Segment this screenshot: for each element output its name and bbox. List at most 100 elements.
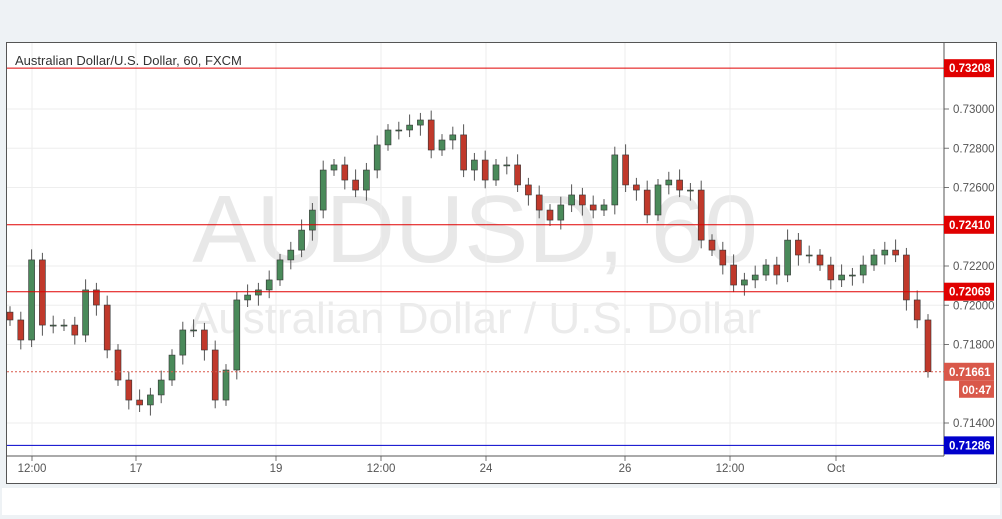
candle-body — [730, 264, 737, 286]
chart-title: Australian Dollar/U.S. Dollar, 60, FXCM — [15, 53, 242, 68]
candle-body — [265, 279, 273, 291]
current-price-label: 0.71661 — [949, 367, 991, 379]
candle-body — [633, 184, 640, 191]
candle-body — [514, 164, 521, 186]
candle-body — [190, 329, 197, 332]
price-tag — [944, 215, 994, 234]
price-tag — [944, 282, 994, 301]
candle-body — [589, 204, 597, 211]
candle-body — [492, 164, 500, 181]
candle-body — [395, 129, 403, 132]
candle-body — [427, 119, 435, 151]
candle-body — [125, 379, 133, 401]
candle-body — [60, 324, 68, 327]
candle-body — [751, 274, 759, 281]
candle-body — [6, 311, 14, 321]
candle-body — [676, 179, 683, 191]
candle-body — [449, 134, 457, 141]
candle-body — [28, 259, 35, 341]
candle-body — [417, 119, 424, 126]
candle-body — [168, 354, 176, 381]
candle-body — [244, 294, 251, 301]
candle-body — [870, 254, 878, 266]
price-tag — [944, 436, 994, 455]
candle-body — [179, 329, 187, 356]
candle-body — [309, 209, 316, 231]
x-tick-label: 17 — [130, 463, 143, 475]
candle-body — [82, 289, 89, 336]
candle-body — [211, 349, 219, 401]
countdown-tag — [959, 380, 994, 398]
countdown-label: 00:47 — [962, 385, 991, 397]
x-tick-label: Oct — [827, 463, 846, 475]
candle-body — [39, 259, 46, 326]
candle-body — [903, 254, 910, 301]
candle-body — [568, 194, 575, 206]
candle-body — [471, 159, 478, 171]
candle-body — [438, 139, 446, 151]
price-tag-label: 0.72069 — [949, 287, 991, 299]
candle-body — [784, 239, 791, 276]
candle-body — [697, 189, 705, 241]
candle-body — [849, 274, 856, 277]
candle-body — [114, 349, 122, 381]
candle-body — [352, 179, 359, 191]
candle-body — [49, 324, 57, 327]
candle-body — [859, 264, 867, 276]
candle-body — [773, 264, 781, 276]
candle-body — [708, 239, 716, 251]
x-tick-label: 12:00 — [18, 463, 47, 475]
candle-body — [136, 399, 143, 406]
candle-body — [233, 299, 241, 371]
candle-body — [363, 169, 370, 191]
x-tick-label: 26 — [619, 463, 632, 475]
candle-body — [525, 184, 532, 196]
candle-body — [600, 204, 608, 211]
candle-body — [373, 144, 381, 171]
y-tick-label: 0.71400 — [953, 418, 995, 430]
current-price-tag — [944, 362, 994, 381]
x-tick-label: 24 — [480, 463, 493, 475]
candle-body — [93, 289, 100, 306]
watermark-symbol: AUDUSD, 60 — [192, 176, 758, 283]
candle-body — [913, 299, 921, 321]
candle-body — [255, 289, 262, 296]
x-tick-label: 12:00 — [716, 463, 745, 475]
candle-body — [557, 204, 565, 221]
candle-body — [924, 319, 932, 373]
candle-body — [319, 169, 327, 211]
y-tick-label: 0.72000 — [953, 300, 995, 312]
candle-body — [481, 159, 489, 181]
candle-body — [622, 154, 629, 186]
candle-body — [827, 264, 835, 281]
candle-body — [535, 194, 543, 211]
candle-body — [71, 324, 79, 336]
candle-body — [611, 154, 619, 206]
x-tick-label: 12:00 — [367, 463, 396, 475]
y-tick-label: 0.73000 — [953, 104, 995, 116]
candle-body — [103, 304, 111, 351]
y-tick-label: 0.72800 — [953, 143, 995, 155]
price-tag-label: 0.72410 — [949, 220, 991, 232]
candle-body — [460, 134, 467, 171]
candle-body — [762, 264, 770, 276]
candle-body — [805, 254, 813, 257]
x-tick-label: 19 — [270, 463, 283, 475]
price-tag-label: 0.71286 — [949, 440, 991, 452]
candle-body — [287, 249, 295, 261]
candle-body — [741, 279, 748, 286]
footer-bar — [2, 488, 1000, 515]
candle-body — [330, 164, 338, 171]
candle-body — [298, 229, 305, 251]
candle-body — [719, 249, 727, 266]
candle-body — [665, 179, 673, 186]
candle-body — [579, 194, 586, 206]
candle-body — [687, 189, 694, 192]
candle-body — [654, 184, 662, 216]
candle-body — [341, 164, 349, 181]
candle-body — [892, 249, 899, 256]
price-tag — [944, 59, 994, 78]
candle-body — [201, 329, 208, 351]
candle-body — [795, 239, 802, 256]
